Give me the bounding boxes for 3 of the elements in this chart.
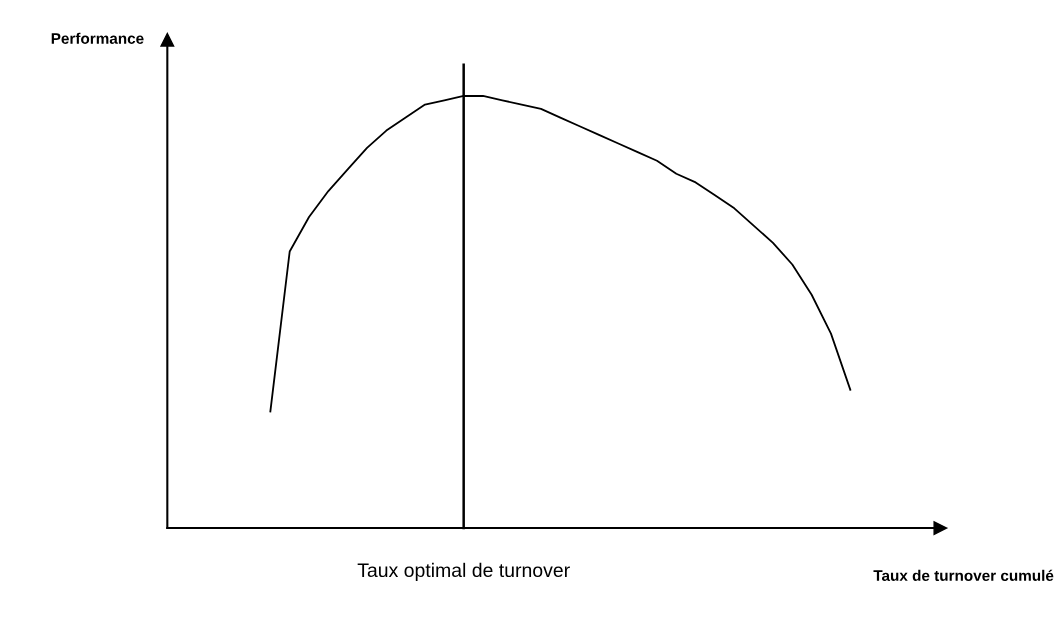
text: Taux optimal de turnover bbox=[357, 562, 570, 581]
text: Performance bbox=[51, 32, 144, 44]
x-axis-title: Taux de turnover cumulé bbox=[873, 569, 1054, 582]
